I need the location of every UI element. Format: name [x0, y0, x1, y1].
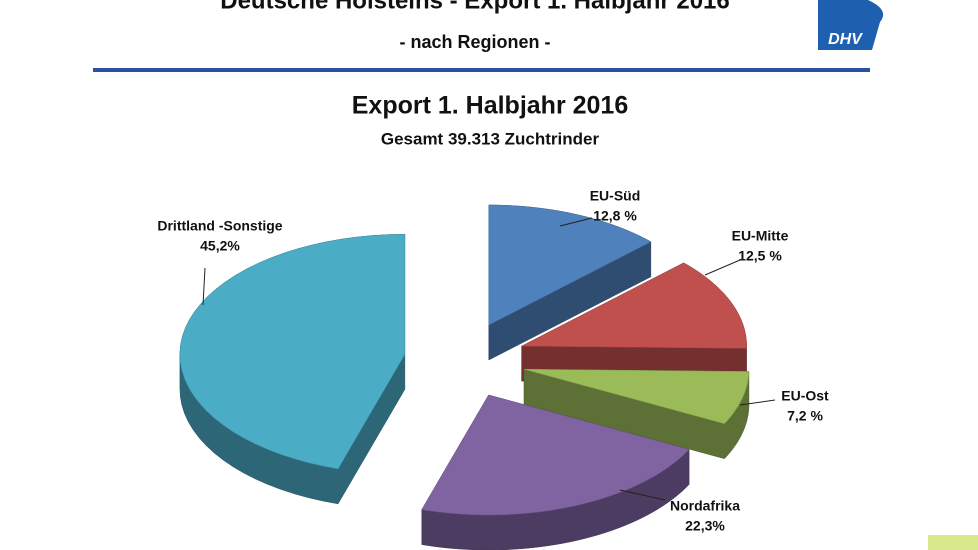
corner-mark: [928, 535, 978, 550]
chart-title: Export 1. Halbjahr 2016: [352, 92, 629, 120]
slice: [488, 204, 652, 326]
data-label-name: EU-Mitte: [732, 228, 789, 244]
leader-line: [704, 259, 741, 276]
data-label-name: EU-Süd: [590, 188, 641, 204]
slide-title: Deutsche Holsteins - Export 1. Halbjahr …: [220, 0, 730, 14]
slice: [421, 394, 690, 516]
data-label-value: 45,2%: [200, 238, 240, 254]
slide-subtitle: - nach Regionen -: [399, 32, 550, 52]
leader-line: [202, 267, 206, 306]
leader-line: [559, 217, 593, 227]
leader-line: [739, 399, 776, 406]
data-label-value: 12,5 %: [738, 248, 782, 264]
data-label-name: EU-Ost: [781, 388, 829, 404]
logo-text: DHV: [828, 31, 863, 48]
logo-shape: [818, 0, 884, 50]
slice: [523, 368, 750, 424]
data-label-value: 12,8 %: [593, 208, 637, 224]
slice: [179, 234, 406, 470]
data-label-name: Drittland -Sonstige: [157, 218, 282, 234]
slice: [521, 262, 747, 349]
data-label-name: Nordafrika: [670, 498, 740, 514]
leader-line: [619, 489, 666, 501]
chart-subtitle: Gesamt 39.313 Zuchtrinder: [381, 129, 600, 148]
data-label-value: 7,2 %: [787, 408, 823, 424]
data-label-value: 22,3%: [685, 518, 725, 534]
